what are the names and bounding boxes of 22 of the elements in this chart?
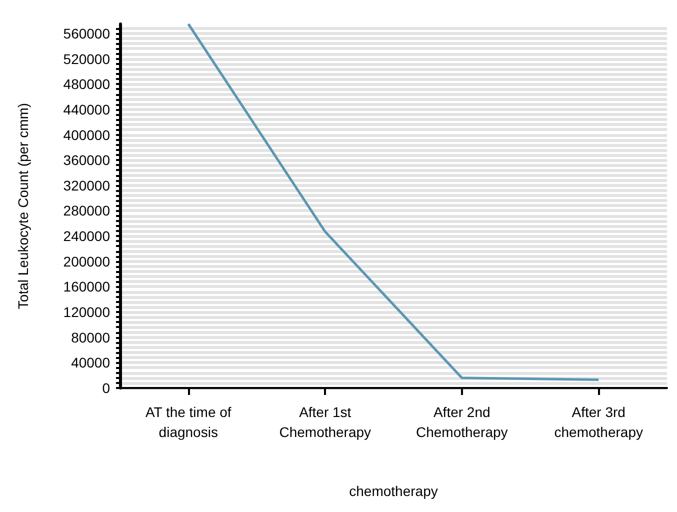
x-tick-label: After 3rd chemotherapy bbox=[554, 404, 643, 440]
y-tick-label: 40000 bbox=[71, 354, 110, 371]
y-tick-label: 320000 bbox=[63, 177, 110, 194]
y-tick-label: 160000 bbox=[63, 278, 110, 295]
y-tick-label: 80000 bbox=[71, 329, 110, 346]
y-tick-label: 240000 bbox=[63, 228, 110, 244]
y-axis-title: Total Leukocyte Count (per cmm) bbox=[15, 102, 31, 310]
y-tick-label: 200000 bbox=[63, 253, 110, 270]
x-axis-title: chemotherapy bbox=[349, 483, 438, 499]
y-tick-label: 360000 bbox=[63, 152, 110, 168]
x-tick-label: After 2nd Chemotherapy bbox=[416, 404, 508, 440]
y-tick-label: 0 bbox=[102, 380, 110, 396]
y-tick-label: 280000 bbox=[63, 202, 110, 219]
line-series bbox=[187, 22, 600, 382]
y-tick-label: 480000 bbox=[63, 76, 110, 92]
y-tick-label: 120000 bbox=[63, 304, 110, 320]
x-tick-label: AT the time of diagnosis bbox=[145, 404, 232, 440]
y-tick-label: 560000 bbox=[63, 25, 110, 42]
y-tick-label: 520000 bbox=[63, 50, 110, 67]
y-tick-label: 400000 bbox=[63, 126, 110, 143]
x-tick-label: After 1st Chemotherapy bbox=[279, 404, 372, 440]
y-tick-label: 440000 bbox=[63, 101, 110, 118]
